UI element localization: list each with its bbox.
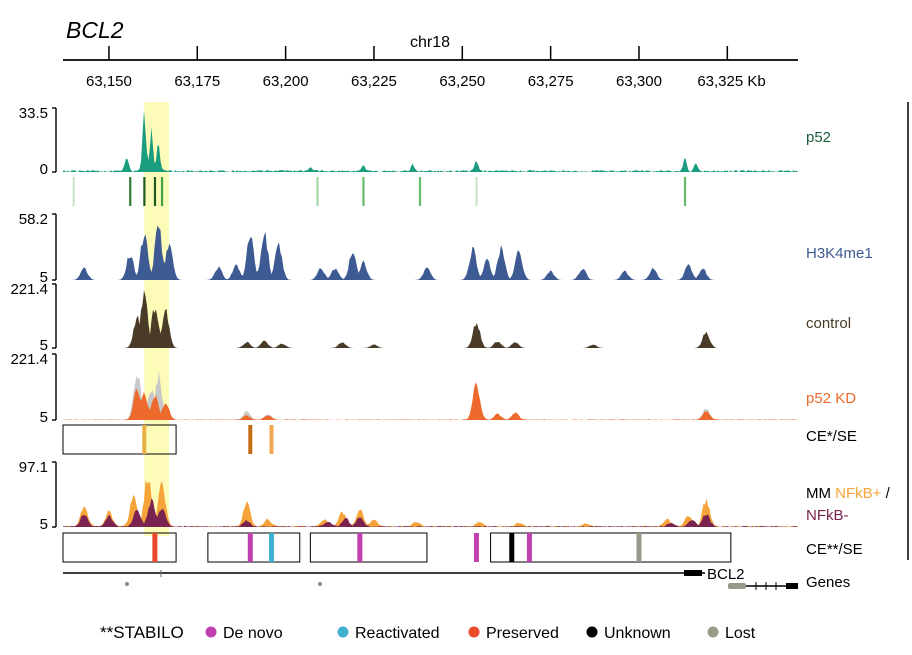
p52-ymin-label: 0 <box>40 161 48 178</box>
mm-track-label: MM NFkB+ / <box>806 485 891 502</box>
axis-tick-label-7: 63,325 Kb <box>697 73 765 90</box>
gene-secondary-exon-1 <box>728 583 746 589</box>
axis-tick-label-1: 63,175 <box>174 73 220 90</box>
legend-swatch-0 <box>205 626 217 638</box>
p52-signal <box>63 110 798 172</box>
p52kd-track-label: p52 KD <box>806 390 856 407</box>
ce-se2-mark-2 <box>268 533 274 562</box>
legend-label-0: De novo <box>223 625 283 642</box>
legend-swatch-3 <box>586 626 598 638</box>
legend-swatch-4 <box>707 626 719 638</box>
gene-dot-1 <box>125 582 129 586</box>
p52-site-mark-5 <box>316 177 319 206</box>
p52-site-mark-4 <box>72 177 75 206</box>
ce-se2-mark-1 <box>247 533 253 562</box>
gene-secondary-exon-2 <box>786 583 798 589</box>
mm-nfkb-neg-signal <box>63 498 798 527</box>
ce-se1-box-0 <box>62 424 177 455</box>
ce-se1-mark-0 <box>142 425 147 454</box>
ce-se2-box-0 <box>62 532 177 563</box>
h3k4me1-ymin-label: 5 <box>40 269 48 286</box>
ce-se2-mark-0 <box>152 533 158 562</box>
ce-se1-track-label: CE*/SE <box>806 428 857 445</box>
legend: **STABILO De novo Reactivated Preserved Unk… <box>100 623 756 642</box>
p52kd-ghost-signal <box>63 371 798 420</box>
p52kd-ymax-label: 221.4 <box>10 351 48 368</box>
ce-se2-box-1 <box>207 532 301 563</box>
p52-site-mark-1 <box>143 177 146 206</box>
axis-tick-label-2: 63,200 <box>263 73 309 90</box>
gene-bcl2-exon <box>684 570 702 576</box>
chromosome-label: chr18 <box>410 34 450 51</box>
ce-se2-mark-4 <box>473 533 479 562</box>
mm-label-neg: NFkB- <box>806 507 849 524</box>
axis-tick-label-3: 63,225 <box>351 73 397 90</box>
p52-site-mark-7 <box>418 177 422 206</box>
ce-se2-box-3 <box>490 532 732 563</box>
mm-nfkb-pos-signal <box>63 480 798 527</box>
ce-se2-box-2 <box>309 532 428 563</box>
coordinate-axis: 63,150 63,175 63,200 63,225 63,250 63,275 63,3… <box>63 46 798 90</box>
ce-se2-mark-3 <box>357 533 363 562</box>
legend-title: **STABILO <box>100 623 184 642</box>
axis-tick-label-0: 63,150 <box>86 73 132 90</box>
p52kd-ymin-label: 5 <box>40 409 48 426</box>
axis-tick-label-4: 63,250 <box>439 73 485 90</box>
ce-se2-mark-6 <box>526 533 532 562</box>
legend-label-2: Preserved <box>486 625 559 642</box>
h3k4me1-track-label: H3K4me1 <box>806 245 873 262</box>
legend-label-4: Lost <box>725 625 756 642</box>
axis-tick-label-5: 63,275 <box>528 73 574 90</box>
p52-site-mark-2 <box>153 177 157 206</box>
legend-label-3: Unknown <box>604 625 671 642</box>
legend-swatch-1 <box>337 626 349 638</box>
p52-ymax-label: 33.5 <box>19 105 48 122</box>
gene-title: BCL2 <box>66 17 124 43</box>
mm-ymin-label: 5 <box>40 516 48 533</box>
gene-dot-2 <box>318 582 322 586</box>
p52-site-mark-3 <box>160 177 164 206</box>
ce-se2-track-label: CE**/SE <box>806 541 863 558</box>
axis-tick-label-6: 63,300 <box>616 73 662 90</box>
genes-track-label: Genes <box>806 574 850 591</box>
mm-label-sep: / <box>881 485 890 502</box>
p52-site-mark-8 <box>475 177 478 206</box>
control-ymin-label: 5 <box>40 337 48 354</box>
mm-label-prefix: MM <box>806 485 835 502</box>
h3k4me1-signal <box>63 225 798 280</box>
p52-site-mark-0 <box>129 177 132 206</box>
ce-se2-mark-7 <box>636 533 642 562</box>
control-track-label: control <box>806 315 851 332</box>
p52-track-label: p52 <box>806 129 831 146</box>
p52-site-mark-9 <box>683 177 687 206</box>
legend-swatch-2 <box>468 626 480 638</box>
p52-site-mark-6 <box>362 177 365 206</box>
control-ymax-label: 221.4 <box>10 281 48 298</box>
p52kd-signal <box>63 382 798 420</box>
mm-label-pos: NFkB+ <box>835 485 882 502</box>
legend-label-1: Reactivated <box>355 625 440 642</box>
ce-se1-mark-1 <box>248 425 253 454</box>
h3k4me1-ymax-label: 58.2 <box>19 211 48 228</box>
control-signal <box>63 290 798 348</box>
gene-bcl2-name: BCL2 <box>707 566 745 583</box>
ce-se1-mark-2 <box>269 425 274 454</box>
mm-ymax-label: 97.1 <box>19 459 48 476</box>
ce-se2-mark-5 <box>509 533 515 562</box>
